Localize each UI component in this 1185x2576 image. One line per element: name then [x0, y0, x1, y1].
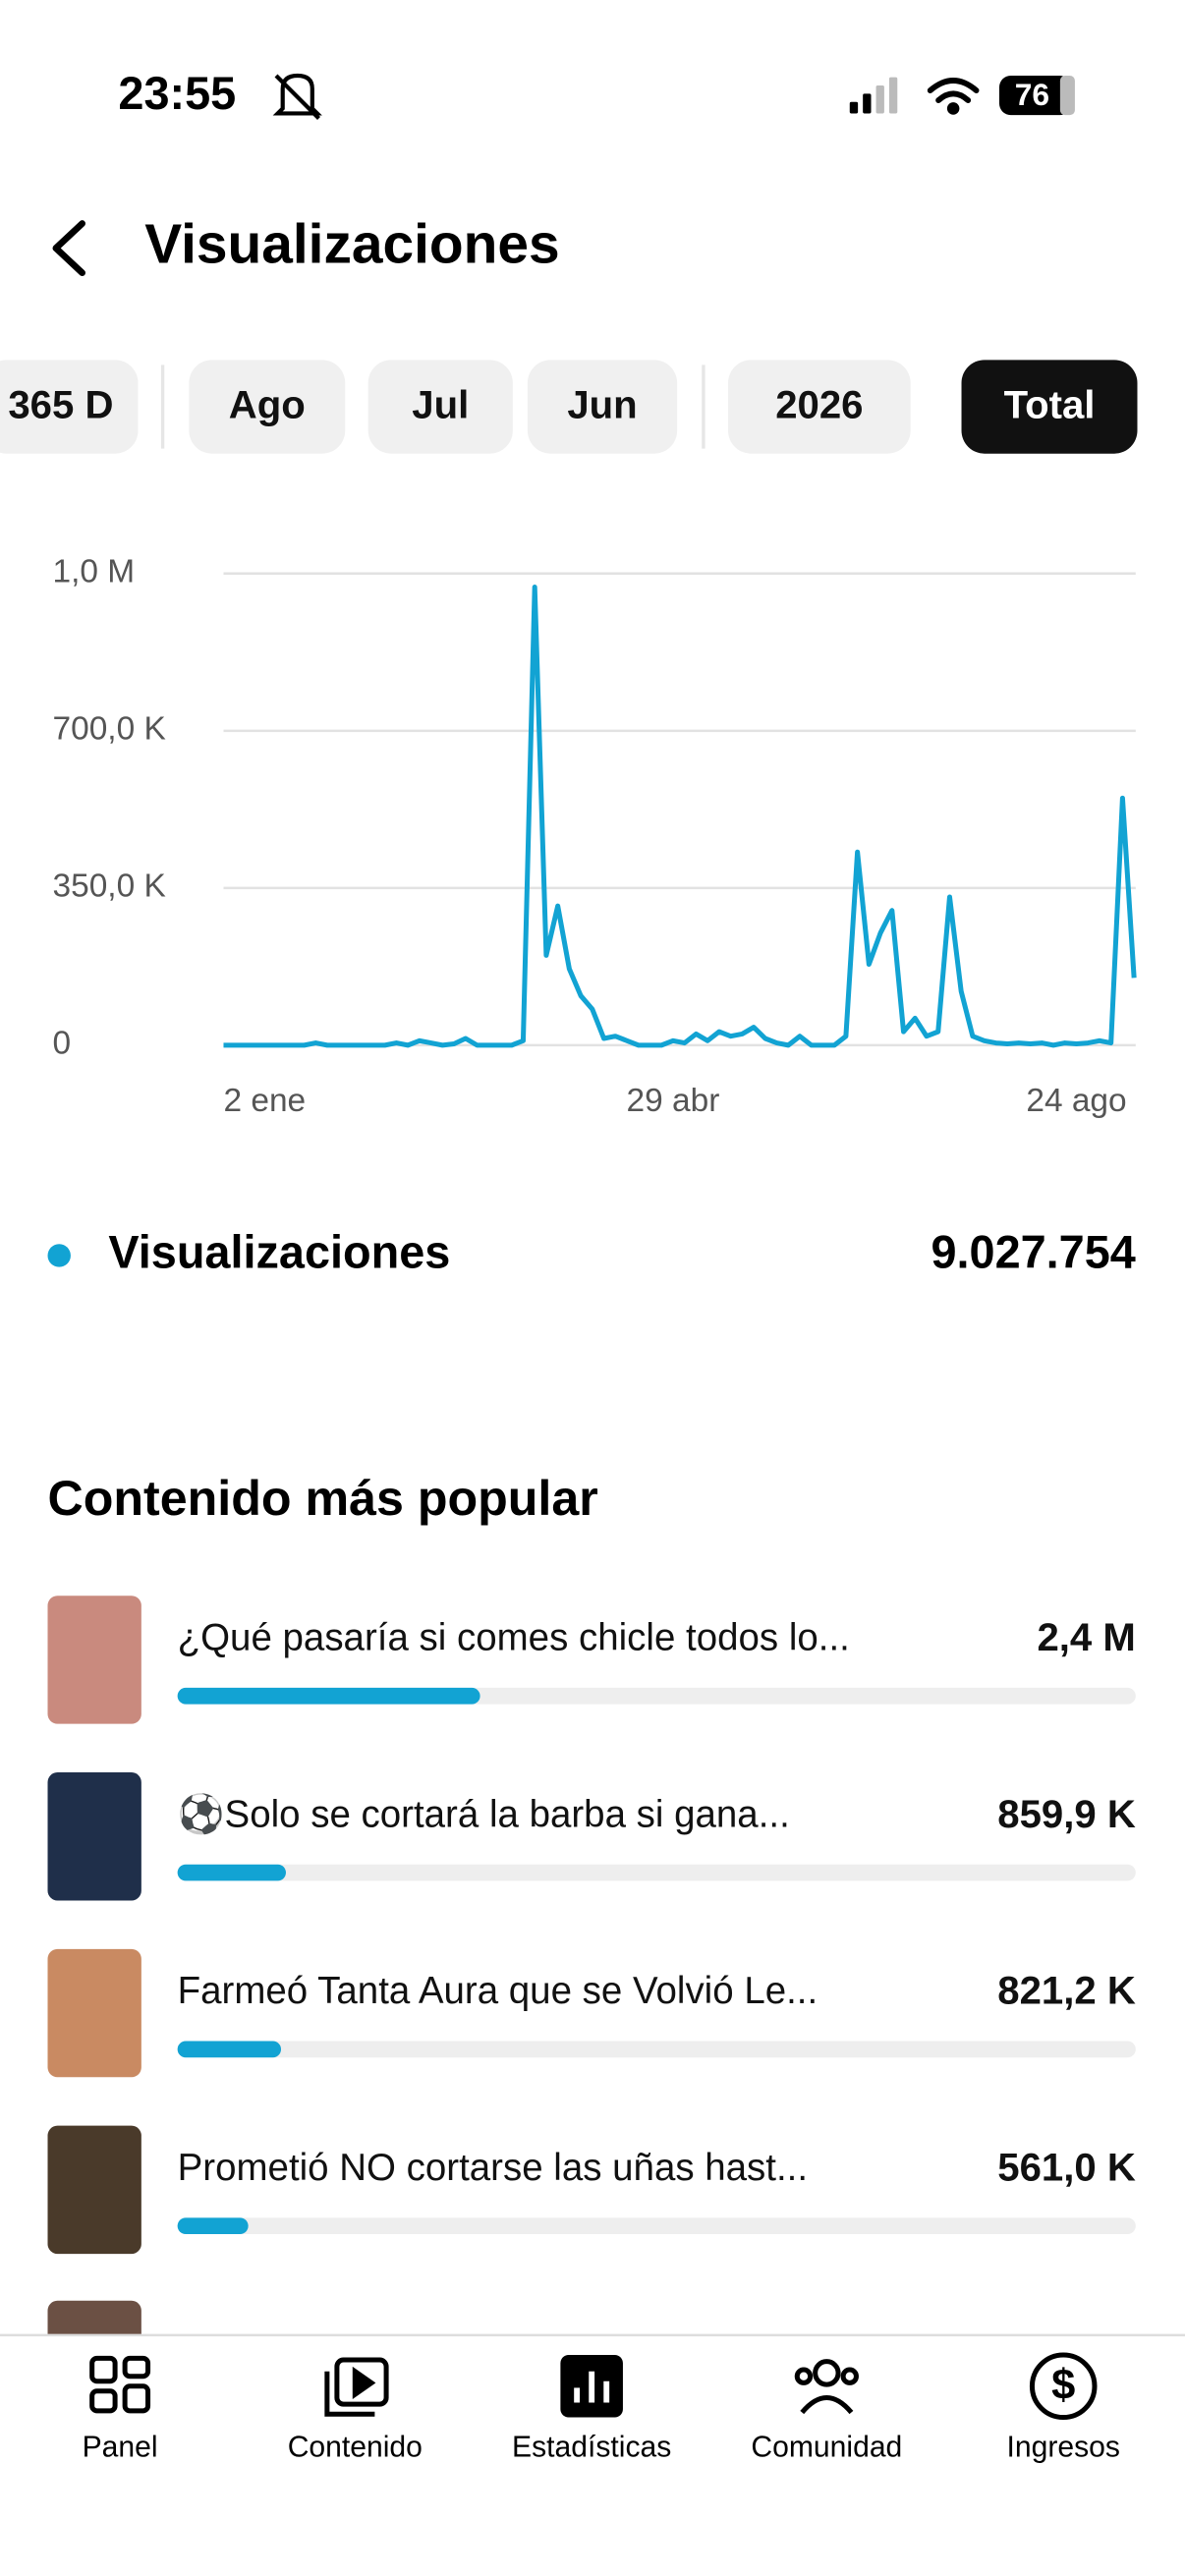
tab-label: 2026 — [775, 382, 863, 426]
thumbnail[interactable] — [47, 2125, 141, 2255]
nav-label[interactable]: Comunidad — [751, 2431, 902, 2463]
tabs: 365 D Ago Jul Jun 2026 Total — [0, 360, 1138, 454]
mute-icon — [272, 73, 322, 120]
panel-icon — [122, 2355, 151, 2380]
line-series — [223, 585, 1137, 1048]
nav-label[interactable]: Contenido — [288, 2431, 423, 2463]
tab[interactable] — [189, 360, 346, 454]
bar-track — [177, 2217, 1136, 2235]
tab[interactable] — [527, 360, 678, 454]
legend-label: Visualizaciones — [108, 1226, 450, 1277]
y-tick-label: 1,0 M — [53, 554, 136, 590]
thumbnail[interactable] — [47, 1596, 141, 1724]
nav-labels: Panel Contenido Estadísticas Comunidad Ingre… — [83, 2431, 1120, 2463]
thumbnail[interactable] — [47, 1948, 141, 2078]
nav-icons — [89, 2352, 1098, 2421]
content-icon — [334, 2357, 389, 2407]
tab[interactable] — [961, 360, 1138, 454]
panel-icon — [89, 2388, 118, 2414]
nav-label[interactable]: Ingresos — [1007, 2431, 1120, 2463]
wifi-icon — [927, 78, 980, 115]
section-title: Contenido más popular — [48, 1471, 598, 1526]
legend-dot — [47, 1244, 71, 1267]
back-button[interactable] — [52, 220, 85, 277]
tab-label: Jun — [567, 382, 637, 426]
total-views: 9.027.754 — [931, 1226, 1135, 1277]
income-icon — [1029, 2352, 1098, 2421]
x-tick-label: 2 ene — [223, 1083, 306, 1119]
popular-list: ¿Qué pasaría si comes chicle todos lo...… — [47, 1596, 1136, 2255]
bar-track — [177, 1864, 1136, 1881]
item-views: 821,2 K — [997, 1969, 1136, 2013]
community-icon — [800, 2395, 854, 2415]
panel-icon — [89, 2355, 118, 2384]
bar — [177, 1687, 480, 1705]
item-views: 561,0 K — [997, 2145, 1136, 2189]
tab-label: 365 D — [8, 382, 113, 426]
tab[interactable] — [727, 360, 911, 454]
community-icon — [813, 2359, 841, 2387]
content-icon — [352, 2366, 376, 2399]
item-title[interactable]: ⚽Solo se cortará la barba si gana... — [176, 1792, 790, 1835]
x-tick-label: 29 abr — [627, 1083, 720, 1119]
chart: 0 350,0 K 700,0 K 1,0 M 2 ene 29 abr 24 ago — [53, 554, 1137, 1119]
tab[interactable] — [367, 360, 513, 454]
y-tick-label: 350,0 K — [53, 868, 166, 905]
item-title[interactable]: Farmeó Tanta Aura que se Volvió Le... — [178, 1970, 818, 2012]
signal-icon — [849, 77, 898, 114]
tab-label: Jul — [412, 382, 469, 426]
content-icon — [324, 2371, 375, 2417]
status-time: 23:55 — [118, 68, 236, 119]
y-tick-label: 700,0 K — [53, 711, 166, 748]
y-tick-label: 0 — [53, 1026, 72, 1062]
battery-empty — [1059, 75, 1075, 116]
item-title[interactable]: ¿Qué pasaría si comes chicle todos lo... — [178, 1617, 850, 1659]
battery-level: 76 — [1015, 77, 1049, 112]
x-tick-label: 24 ago — [1026, 1083, 1126, 1119]
panel-icon — [122, 2383, 151, 2414]
nav-label[interactable]: Estadísticas — [512, 2431, 671, 2463]
bar — [177, 1864, 286, 1881]
community-icon — [794, 2367, 814, 2385]
battery — [998, 75, 1072, 116]
community-icon — [840, 2367, 859, 2385]
income-icon-symbol: $ — [1051, 2362, 1075, 2409]
stats-icon-bars — [574, 2371, 610, 2403]
tab-label: Ago — [229, 382, 306, 426]
item-title[interactable]: Prometió NO cortarse las uñas hast... — [178, 2147, 808, 2189]
tab-label: Total — [1004, 382, 1096, 426]
item-views: 2,4 M — [1037, 1615, 1135, 1659]
bar — [177, 2217, 249, 2235]
thumbnail[interactable] — [47, 1772, 141, 1901]
tab[interactable] — [0, 360, 139, 454]
nav-label[interactable]: Panel — [83, 2431, 158, 2463]
item-views: 859,9 K — [997, 1792, 1136, 1836]
page-title: Visualizaciones — [144, 214, 559, 276]
bar — [177, 2041, 282, 2058]
bar-track — [177, 2041, 1136, 2058]
